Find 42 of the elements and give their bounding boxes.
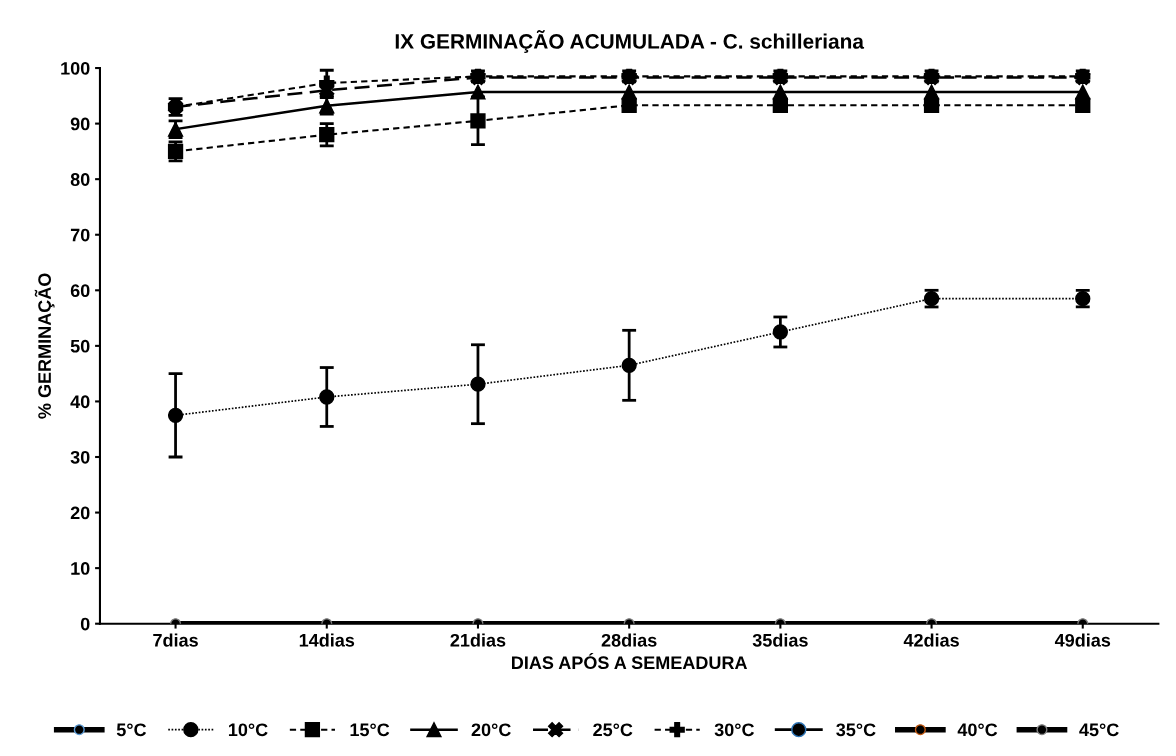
y-axis-title: % GERMINAÇÃO: [34, 273, 55, 419]
y-tick-label: 60: [70, 284, 90, 298]
x-tick-label: 14dias: [299, 633, 355, 647]
point: [167, 407, 184, 423]
point: [470, 113, 486, 129]
x-tick-label: 7dias: [153, 633, 198, 647]
chart-title: IX GERMINAÇÃO ACUMULADA - C. schilleriana: [395, 30, 865, 53]
point: [319, 127, 335, 143]
point: [772, 84, 788, 100]
point: [470, 84, 486, 100]
legend-label: 10°C: [228, 723, 268, 737]
y-tick-label: 50: [70, 339, 90, 353]
y-tick-label: 30: [70, 450, 90, 464]
point: [621, 357, 637, 373]
y-tick-label: 20: [70, 506, 90, 520]
legend-label: 15°C: [350, 723, 390, 737]
y-tick-label: 0: [80, 617, 90, 631]
point: [621, 84, 637, 100]
legend-label: 25°C: [593, 723, 633, 737]
legend-label: 5°C: [116, 723, 147, 737]
x-tick-label: 28dias: [601, 633, 657, 647]
point: [923, 84, 940, 100]
legend-label: 40°C: [957, 723, 998, 737]
y-tick-label: 10: [71, 562, 90, 575]
point: [470, 376, 486, 392]
y-tick-label: 90: [70, 117, 90, 131]
legend-label: 20°C: [471, 723, 511, 737]
point: [772, 324, 788, 340]
x-tick-label: 49dias: [1054, 633, 1111, 647]
y-tick-label: 100: [61, 61, 90, 75]
legend-label: 35°C: [836, 723, 876, 737]
legend-label: 45°C: [1079, 723, 1119, 737]
y-tick-label: 40: [70, 395, 90, 409]
point: [1075, 84, 1091, 100]
x-tick-label: 42dias: [903, 633, 959, 647]
point: [319, 389, 335, 405]
y-tick-label: 80: [70, 173, 90, 186]
x-tick-label: 35dias: [752, 633, 808, 647]
x-tick-label: 21dias: [450, 633, 506, 647]
y-tick-label: 70: [70, 228, 90, 242]
legend-label: 30°C: [714, 723, 755, 737]
x-axis-title: DIAS APÓS A SEMEADURA: [512, 652, 748, 670]
